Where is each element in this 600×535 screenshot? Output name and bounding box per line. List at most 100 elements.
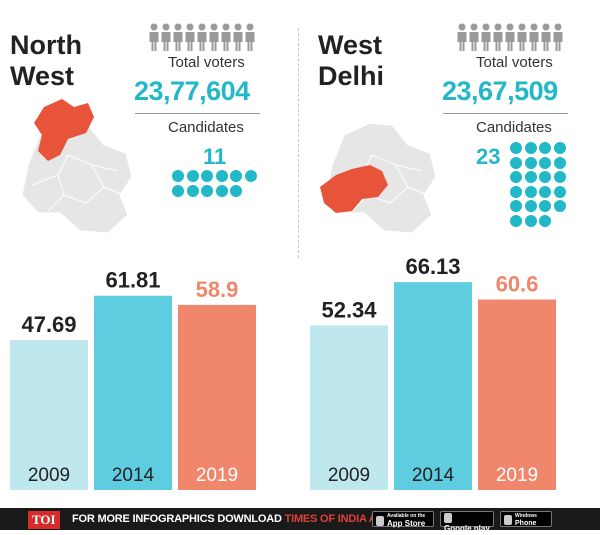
total-voters-label: Total voters	[168, 54, 245, 71]
person-icon	[186, 23, 194, 31]
category-label: 2009	[328, 465, 370, 486]
candidate-dot	[553, 185, 566, 198]
person-icon	[246, 23, 254, 31]
candidate-dot	[215, 170, 228, 182]
person-icon	[470, 23, 478, 31]
google-play-badge[interactable]: Google play	[440, 511, 494, 533]
footer-message: FOR MORE INFOGRAPHICS DOWNLOAD TIMES OF …	[72, 513, 391, 525]
candidate-dot	[201, 170, 213, 182]
badge-name: Phone	[515, 520, 537, 527]
candidates-value: 11	[203, 144, 227, 169]
candidate-dot	[524, 142, 537, 154]
person-body	[245, 32, 255, 51]
candidate-dot	[186, 170, 199, 182]
candidate-dot	[553, 200, 566, 212]
separator-line	[135, 113, 260, 114]
candidate-dot	[186, 184, 199, 197]
person-body	[469, 32, 479, 51]
candidate-dot	[510, 200, 522, 212]
candidate-dot	[510, 214, 522, 227]
badge-small-text: Available on the	[387, 513, 426, 519]
delhi-map-icon	[21, 99, 133, 234]
person-body	[173, 32, 183, 51]
candidate-dot	[524, 171, 537, 183]
person-icon	[174, 23, 182, 31]
person-icon	[554, 23, 562, 31]
candidate-dot	[539, 214, 551, 227]
footer-text: FOR MORE INFOGRAPHICS DOWNLOAD	[72, 513, 282, 525]
turnout-bar-chart: 52.34 2009 66.13 2014 60.6 2019	[310, 254, 556, 490]
category-label: 2014	[112, 465, 155, 486]
person-icon	[494, 23, 502, 31]
person-icon	[482, 23, 490, 31]
separator-line	[443, 113, 568, 114]
app-store-badge[interactable]: Available on the App Store	[372, 511, 434, 528]
category-label: 2019	[196, 465, 238, 486]
person-body	[553, 32, 563, 51]
bar-2019	[478, 299, 556, 490]
play-icon	[444, 513, 452, 523]
candidate-dot	[553, 142, 566, 154]
bar-value-label: 66.13	[405, 254, 460, 279]
person-body	[457, 32, 467, 51]
total-voters-value: 23,77,604	[134, 76, 250, 106]
candidate-dot	[510, 171, 522, 183]
candidates-value: 23	[476, 144, 501, 169]
person-icon	[518, 23, 526, 31]
region-title-line1: West	[318, 30, 383, 60]
west-delhi-panel: West Delhi Total voters 23,67,509 Candid…	[300, 0, 600, 508]
category-label: 2014	[412, 465, 455, 486]
candidate-dot	[539, 200, 551, 212]
windows-phone-badge[interactable]: Windows Phone	[500, 511, 552, 527]
bar-value-label: 58.9	[196, 277, 239, 302]
apple-icon	[376, 515, 384, 526]
toi-logo: TOI	[28, 511, 60, 529]
bar-2009	[310, 325, 388, 490]
region-title: North West	[10, 30, 100, 92]
person-icon	[198, 23, 206, 31]
bar-value-label: 61.81	[105, 268, 160, 293]
category-label: 2009	[28, 465, 70, 486]
region-title-line1: North	[10, 30, 82, 60]
delhi-map-icon	[320, 122, 437, 234]
person-body	[161, 32, 171, 51]
person-body	[149, 32, 159, 51]
candidate-dot	[510, 185, 522, 198]
candidate-dot	[172, 170, 184, 182]
footer-banner: TOI FOR MORE INFOGRAPHICS DOWNLOAD TIMES…	[0, 508, 600, 533]
person-icon	[234, 23, 242, 31]
person-body	[517, 32, 527, 51]
candidate-dot	[510, 142, 522, 154]
person-body	[493, 32, 503, 51]
candidates-label: Candidates	[168, 119, 244, 136]
person-icon	[150, 23, 158, 31]
badge-small-text: Windows	[515, 513, 537, 519]
person-icon	[506, 23, 514, 31]
candidate-dot	[230, 184, 242, 197]
candidate-dot	[201, 184, 213, 197]
north-west-panel: North West Total voters 23,77,604 Candid…	[0, 0, 300, 508]
candidate-dot	[524, 185, 537, 198]
person-body	[209, 32, 219, 51]
bar-2014	[394, 282, 472, 490]
person-icon	[458, 23, 466, 31]
candidate-dot	[244, 170, 257, 182]
candidate-dot	[172, 184, 184, 197]
person-body	[529, 32, 539, 51]
total-voters-value: 23,67,509	[442, 76, 558, 106]
turnout-bar-chart: 47.69 2009 61.81 2014 58.9 2019	[10, 268, 256, 490]
person-body	[185, 32, 195, 51]
category-label: 2019	[496, 465, 538, 486]
person-body	[481, 32, 491, 51]
bar-value-label: 47.69	[21, 312, 76, 337]
candidate-dot	[553, 156, 566, 169]
person-icon	[542, 23, 550, 31]
windows-icon	[504, 515, 512, 525]
person-body	[197, 32, 207, 51]
candidate-dot	[524, 200, 537, 212]
footer-app-name: TIMES OF INDIA APP	[284, 513, 391, 525]
candidate-dot	[539, 142, 551, 154]
person-body	[233, 32, 243, 51]
person-icon	[222, 23, 230, 31]
bar-2009	[10, 340, 88, 490]
